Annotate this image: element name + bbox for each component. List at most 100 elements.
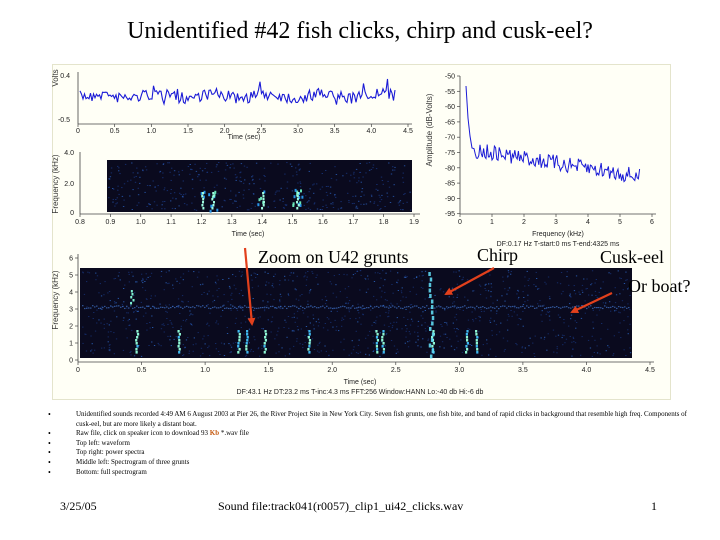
axis-tick-label: -80 (445, 165, 455, 172)
axis-tick-label: 4.5 (403, 128, 413, 135)
axis-tick-label: 1 (69, 341, 73, 348)
power-spectrum-ylabel: Amplitude (dB-Volts) (425, 93, 434, 167)
axis-tick-label: 1.2 (197, 219, 207, 226)
axis-tick-label: 2 (69, 324, 73, 331)
callout-chirp: Chirp (477, 245, 519, 265)
axis-tick-label: 1 (490, 219, 494, 226)
zoom-spectrogram-ytick: 2.0 (64, 181, 74, 188)
note-item: Bottom: full spectrogram (48, 468, 688, 478)
axis-tick-label: 6 (650, 219, 654, 226)
axis-tick-label: 3 (69, 307, 73, 314)
axis-tick-label: 1.5 (264, 367, 274, 374)
zoom-spectrogram-xticks: 0.8 0.9 1.0 1.1 1.2 1.3 1.4 1.5 1.6 1.7 1.8 1.9 (75, 214, 419, 226)
zoom-spectrogram-ytick: 0 (70, 210, 74, 217)
callout-zoom: Zoom on U42 grunts (258, 247, 409, 267)
footer-date: 3/25/05 (60, 499, 97, 513)
axis-tick-label: 4 (586, 219, 590, 226)
axis-tick-label: -55 (445, 89, 455, 96)
axis-tick-label: -85 (445, 181, 455, 188)
callout-cusk-eel: Cusk-eel (600, 247, 664, 267)
axis-tick-label: 1.9 (409, 219, 419, 226)
callout-or-boat: Or boat? (628, 276, 691, 296)
axis-tick-label: -65 (445, 119, 455, 126)
full-spectrogram-xlabel: Time (sec) (344, 379, 377, 386)
footer-sound-file: Sound file:track041(r0057)_clip1_ui42_cl… (218, 499, 464, 513)
axis-tick-label: 5 (69, 273, 73, 280)
footer-page-number: 1 (651, 499, 657, 513)
download-size[interactable]: Kb (209, 429, 220, 438)
axis-tick-label: -90 (445, 196, 455, 203)
waveform-trace (79, 78, 396, 106)
axis-tick-label: 1.8 (379, 219, 389, 226)
full-spectrogram-xticks: 0 0.5 1.0 1.5 2.0 2.5 3.0 3.5 4.0 4.5 (76, 362, 655, 374)
axis-tick-label: 2.5 (256, 128, 266, 135)
axis-tick-label: 2.5 (391, 367, 401, 374)
note-item: Top right: power spectra (48, 448, 688, 458)
note-item: Middle left: Spectrogram of three grunts (48, 458, 688, 468)
waveform-xlabel: Time (sec) (228, 134, 261, 141)
zoom-spectrogram-ylabel: Frequency (kHz) (51, 154, 60, 214)
notes-list: Unidentified sounds recorded 4:49 AM 6 A… (48, 410, 688, 477)
waveform-ytick: 0.4 (60, 73, 70, 80)
axis-tick-label: 1.4 (257, 219, 267, 226)
axis-tick-label: 0.9 (105, 219, 115, 226)
axis-tick-label: 2.0 (327, 367, 337, 374)
axis-tick-label: 0.5 (110, 128, 120, 135)
axis-tick-label: -70 (445, 135, 455, 142)
axis-tick-label: 4.0 (366, 128, 376, 135)
axis-tick-label: 1.7 (348, 219, 358, 226)
axis-tick-label: 3 (554, 219, 558, 226)
axis-tick-label: 1.0 (136, 219, 146, 226)
axis-tick-label: 2.0 (220, 128, 230, 135)
axis-tick-label: 4.0 (582, 367, 592, 374)
axis-tick-label: 1.0 (200, 367, 210, 374)
full-spectrogram-panel: 6 5 4 3 2 1 0 0 0.5 1.0 1.5 2.0 2.5 3.0 3.5 4.0 4.5 Tim… (69, 254, 655, 396)
zoom-spectrogram-ytick: 4.0 (64, 150, 74, 157)
waveform-xticks: 0 0.5 1.0 1.5 2.0 2.5 3.0 3.5 4.0 4.5 (76, 124, 413, 135)
axis-tick-label: 0.8 (75, 219, 85, 226)
axis-tick-label: 3.0 (454, 367, 464, 374)
full-spectrogram-yticks: 6 5 4 3 2 1 0 (69, 256, 78, 365)
full-spectrogram-image (80, 268, 632, 358)
zoom-spectrogram-energy (108, 162, 412, 213)
note-item-raw-file: Raw file, click on speaker icon to downl… (48, 429, 688, 439)
axis-tick-label: 1.5 (288, 219, 298, 226)
waveform-yticks: 0.4 -0.5 (58, 73, 70, 124)
axis-tick-label: -50 (445, 74, 455, 81)
axis-tick-label: 3.0 (293, 128, 303, 135)
power-spectrum-trace (465, 85, 641, 183)
power-spectrum-params: DF:0.17 Hz T-start:0 ms T-end:4325 ms (497, 241, 620, 248)
axis-tick-label: -75 (445, 150, 455, 157)
axis-tick-label: 3.5 (518, 367, 528, 374)
note-item: Unidentified sounds recorded 4:49 AM 6 A… (48, 410, 688, 429)
waveform-panel: 0.4 -0.5 0 0.5 1.0 1.5 2.0 2.5 3.0 3.5 4.0 4.5 Ti… (58, 72, 413, 141)
full-spectrogram-params: DF:43.1 Hz DT:23.2 ms T-inc:4.3 ms FFT:2… (237, 389, 484, 396)
axis-tick-label: 1.1 (166, 219, 176, 226)
axis-tick-label: 1.6 (318, 219, 328, 226)
zoom-spectrogram-xlabel: Time (sec) (232, 231, 265, 238)
power-spectrum-yticks: -50 -55 -60 -65 -70 -75 -80 -85 -90 -95 (445, 74, 460, 218)
power-spectrum-panel: -50 -55 -60 -65 -70 -75 -80 -85 -90 -95 0 1 2 3 4 5 6 F… (445, 74, 656, 248)
axis-tick-label: 4 (69, 290, 73, 297)
axis-tick-label: 1.5 (183, 128, 193, 135)
axis-tick-label: 0 (76, 367, 80, 374)
power-spectrum-xlabel: Frequency (kHz) (532, 231, 584, 238)
note-item: Top left: waveform (48, 439, 688, 449)
zoom-spectrogram-panel: 4.0 2.0 0 0.8 0.9 1.0 1.1 1.2 1.3 1.4 1.5 1.6 1.7… (64, 150, 420, 238)
full-spectrogram-ylabel: Frequency (kHz) (51, 270, 60, 330)
axis-tick-label: 0 (458, 219, 462, 226)
axis-tick-label: 5 (618, 219, 622, 226)
axis-tick-label: 4.5 (645, 367, 655, 374)
axis-tick-label: 0.5 (137, 367, 147, 374)
axis-tick-label: 6 (69, 256, 73, 263)
axis-tick-label: 0 (76, 128, 80, 135)
axis-tick-label: -95 (445, 211, 455, 218)
axis-tick-label: 1.0 (146, 128, 156, 135)
axis-tick-label: 2 (522, 219, 526, 226)
slide-title: Unidentified #42 fish clicks, chirp and … (127, 18, 593, 44)
full-spectrogram-energy (82, 270, 632, 359)
axis-tick-label: 0 (69, 358, 73, 365)
axis-tick-label: 3.5 (330, 128, 340, 135)
axis-tick-label: -60 (445, 104, 455, 111)
axis-tick-label: 1.3 (227, 219, 237, 226)
